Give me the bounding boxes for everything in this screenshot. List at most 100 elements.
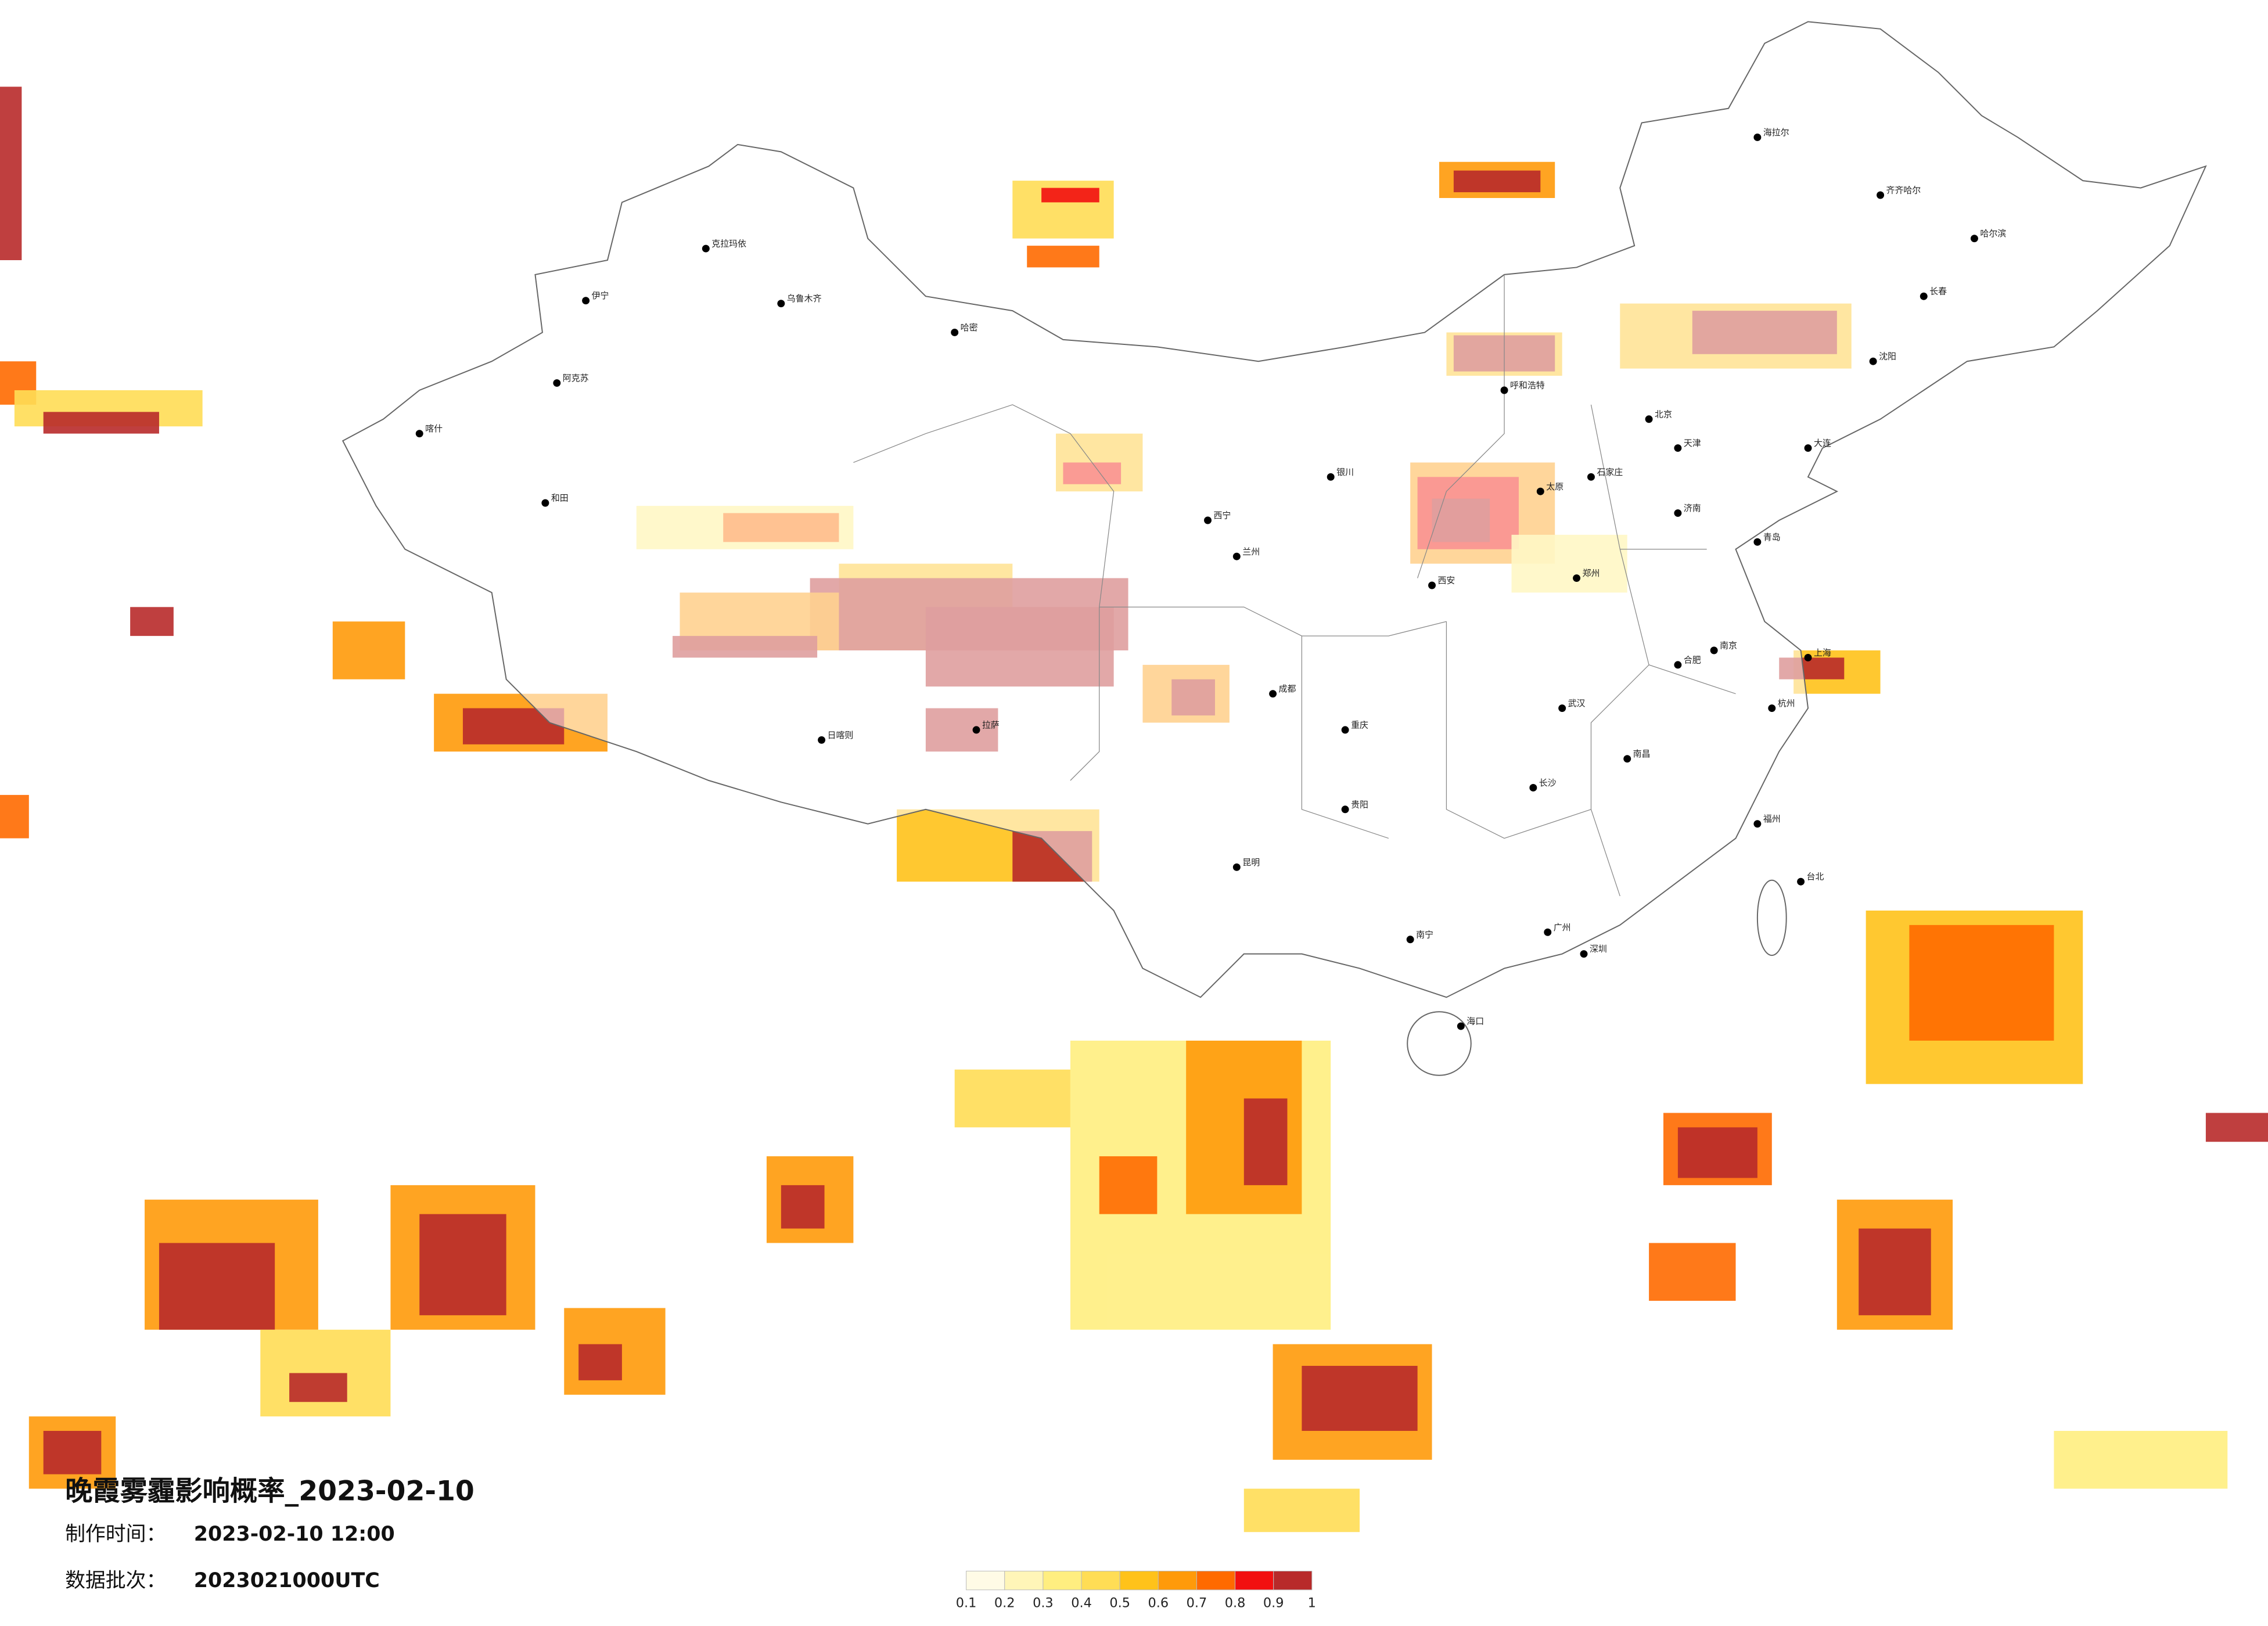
city-label: 哈密	[961, 322, 978, 333]
city-label: 呼和浩特	[1510, 380, 1545, 391]
legend-tick-label: 0.9	[1263, 1596, 1284, 1611]
haze-area	[1649, 1243, 1736, 1301]
city-label: 日喀则	[828, 730, 854, 740]
city-dot	[818, 736, 826, 744]
haze-area	[0, 87, 22, 261]
city-label: 广州	[1554, 922, 1571, 933]
city-dot	[1869, 357, 1877, 365]
legend-tick-label: 0.1	[956, 1596, 977, 1611]
china-border	[342, 21, 2207, 998]
legend: 0.1 0.2 0.3 0.4 0.5 0.6 0.7 0.8 0.9 1	[956, 1570, 1316, 1611]
city-dot	[1500, 386, 1508, 394]
city-label: 西安	[1437, 575, 1455, 586]
city-label: 南京	[1720, 641, 1737, 651]
haze-area	[43, 1431, 102, 1474]
legend-tick-label: 0.7	[1187, 1596, 1207, 1611]
haze-area	[1243, 1098, 1288, 1185]
city-dot	[1674, 661, 1682, 669]
city-label: 南昌	[1633, 749, 1651, 759]
city-dot	[777, 300, 785, 308]
hainan	[1407, 1011, 1472, 1076]
city-label: 重庆	[1351, 720, 1368, 730]
city-dot	[1428, 581, 1436, 589]
city-dot	[1970, 235, 1978, 243]
haze-area	[419, 1214, 506, 1315]
city-dot	[553, 379, 561, 387]
city-dot	[1877, 191, 1885, 199]
city-dot	[1753, 538, 1762, 546]
haze-area	[2054, 1431, 2228, 1489]
city-label: 上海	[1814, 647, 1831, 658]
city-label: 武汉	[1568, 698, 1586, 708]
city-dot	[1587, 473, 1595, 481]
city-label: 福州	[1763, 814, 1781, 824]
city-dot	[1341, 805, 1349, 814]
city-label: 银川	[1336, 467, 1354, 477]
legend-swatch	[1273, 1570, 1313, 1591]
city-dot	[1768, 704, 1776, 713]
city-dot	[1804, 444, 1812, 452]
legend-swatch	[1119, 1570, 1159, 1591]
city-label: 沈阳	[1879, 351, 1896, 362]
city-label: 阿克苏	[563, 373, 589, 383]
haze-area	[43, 412, 159, 434]
city-label: 伊宁	[592, 290, 609, 301]
haze-area	[578, 1344, 622, 1380]
city-label: 长沙	[1539, 778, 1557, 788]
legend-swatch	[1235, 1570, 1274, 1591]
city-label: 深圳	[1590, 944, 1607, 954]
city-dot	[1406, 936, 1414, 944]
legend-tick-label: 0.8	[1225, 1596, 1246, 1611]
city-dot	[541, 499, 549, 507]
haze-area	[1302, 1366, 1418, 1431]
city-label: 齐齐哈尔	[1886, 185, 1921, 196]
legend-tick-label: 0.6	[1148, 1596, 1169, 1611]
legend-swatch	[1043, 1570, 1082, 1591]
haze-area	[260, 1329, 391, 1417]
haze-area	[1859, 1228, 1931, 1315]
haze-area	[1099, 1156, 1158, 1214]
city-dot	[1341, 726, 1349, 734]
info-value: 2023-02-10 12:00	[194, 1523, 395, 1546]
city-label: 台北	[1807, 872, 1824, 882]
city-label: 兰州	[1242, 546, 1260, 557]
city-label: 天津	[1684, 438, 1701, 448]
city-label: 济南	[1684, 503, 1701, 513]
city-label: 喀什	[425, 423, 443, 434]
city-label: 太原	[1546, 481, 1563, 492]
city-label: 合肥	[1684, 654, 1701, 665]
city-dot	[1674, 509, 1682, 517]
haze-layer	[0, 87, 2268, 1533]
haze-area	[332, 621, 405, 679]
city-dot	[1544, 928, 1552, 936]
legend-tick-label: 0.2	[994, 1596, 1015, 1611]
haze-area	[0, 794, 29, 839]
city-dot	[1804, 653, 1812, 661]
haze-area	[1453, 170, 1541, 193]
city-label: 贵阳	[1351, 799, 1368, 810]
haze-area	[159, 1243, 275, 1330]
haze-area	[289, 1373, 347, 1402]
city-dot	[702, 244, 710, 253]
city-dot	[1674, 444, 1682, 452]
haze-area	[954, 1069, 1070, 1128]
haze-area	[130, 607, 174, 636]
haze-area	[781, 1185, 825, 1229]
province-lines	[853, 274, 1736, 897]
legend-tick-label: 0.4	[1071, 1596, 1092, 1611]
city-dot	[972, 726, 980, 734]
city-label: 石家庄	[1597, 467, 1623, 477]
city-dot	[1457, 1022, 1465, 1030]
city-dot	[1920, 292, 1928, 300]
title: 晚霞雾霾影响概率_2023-02-10	[65, 1475, 475, 1507]
city-label: 大连	[1814, 438, 1831, 448]
legend-tick-label: 0.3	[1033, 1596, 1054, 1611]
city-dot	[1327, 473, 1335, 481]
haze-area	[2205, 1113, 2268, 1142]
city-dot	[1558, 704, 1566, 713]
haze-area	[1677, 1127, 1757, 1178]
city-label: 北京	[1655, 409, 1672, 419]
